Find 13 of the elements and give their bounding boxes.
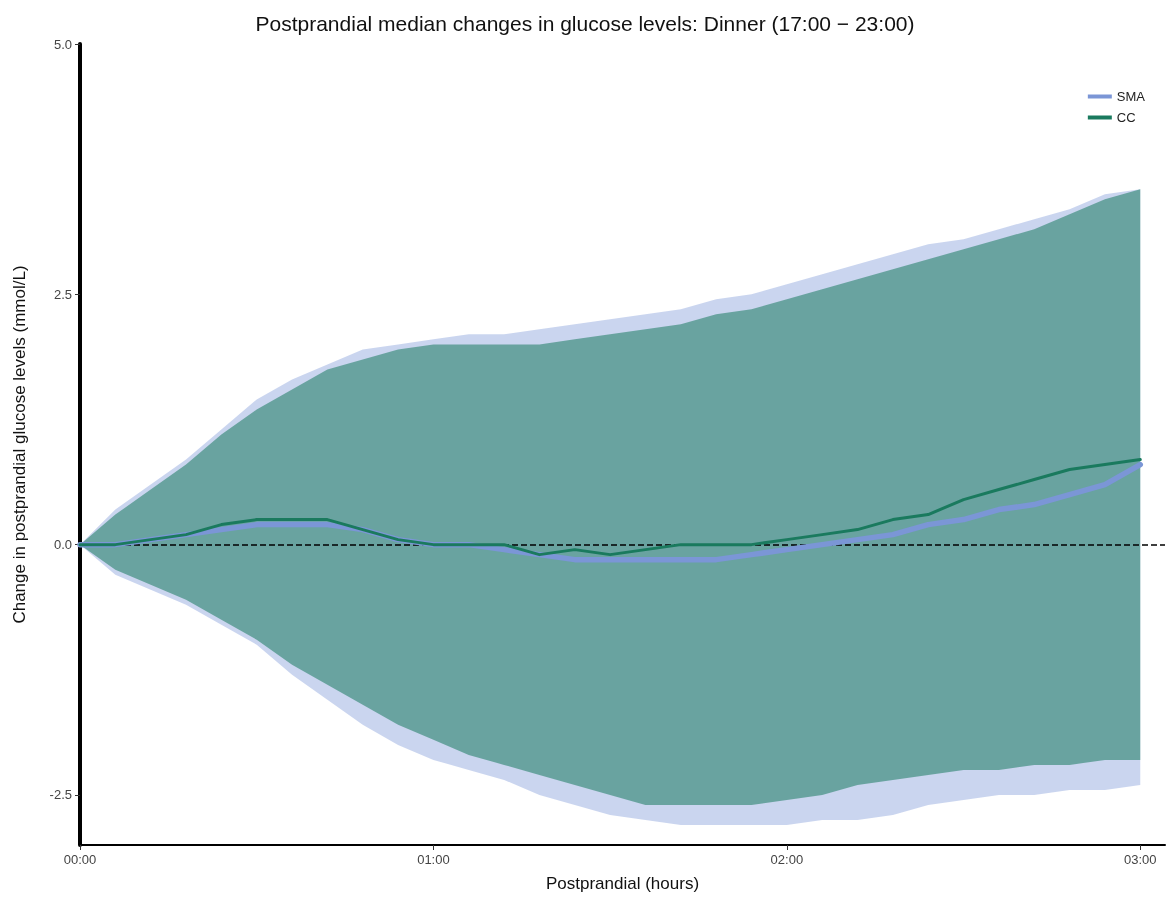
- y-tick-label: 5.0: [53, 36, 72, 52]
- x-tick-label: 01:00: [417, 852, 450, 867]
- y-tick-label: -2.5: [49, 787, 72, 803]
- x-axis-title: Postprandial (hours): [545, 874, 700, 893]
- legend-label: CC: [1116, 110, 1136, 125]
- chart-title: Postprandial median changes in glucose levels: Dinner (17:00 − 23:00): [255, 12, 915, 35]
- y-axis-title: Change in postprandial glucose levels (mmol/L): [10, 265, 29, 624]
- x-tick-label: 03:00: [1123, 852, 1157, 867]
- x-tick-label: 02:00: [770, 852, 804, 867]
- legend-label: SMA: [1116, 89, 1146, 104]
- y-tick-label: 2.5: [53, 286, 72, 302]
- x-tick-label: 00:00: [63, 852, 97, 867]
- y-tick-label: 0.0: [53, 537, 72, 553]
